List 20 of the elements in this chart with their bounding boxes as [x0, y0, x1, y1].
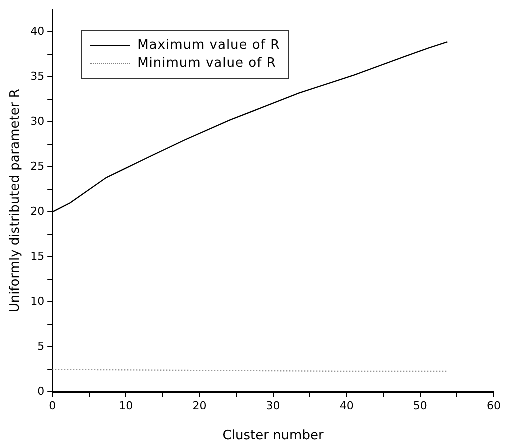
x-tick-label: 50	[413, 400, 428, 413]
y-tick-label: 40	[30, 24, 45, 38]
legend-label: Maximum value of R	[138, 38, 280, 53]
x-tick-label: 20	[192, 400, 207, 413]
y-tick-label: 0	[38, 385, 45, 398]
y-tick-label: 35	[30, 70, 45, 83]
x-tick-label: 10	[119, 400, 134, 413]
x-tick-label: 0	[49, 400, 56, 413]
y-axis-title: Uniformly distributed parameter R	[8, 89, 24, 313]
y-tick-label: 20	[30, 205, 45, 218]
y-tick-label: 25	[30, 160, 45, 173]
x-tick-label: 40	[340, 400, 354, 413]
y-tick-label: 5	[38, 340, 45, 354]
x-tick-label: 60	[487, 400, 501, 413]
y-tick-label: 15	[30, 250, 45, 264]
y-tick-label: 10	[30, 295, 45, 308]
x-tick-label: 30	[266, 400, 280, 413]
x-axis-title: Cluster number	[222, 428, 324, 444]
legend-label: Minimum value of R	[138, 56, 276, 71]
y-tick-label: 30	[30, 114, 45, 128]
